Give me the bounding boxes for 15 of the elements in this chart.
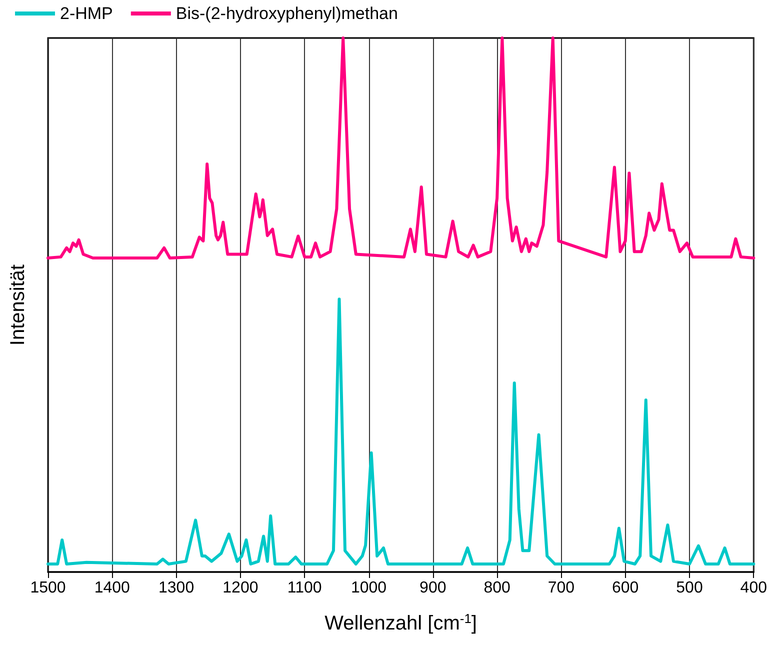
x-tick-label: 1400 [94, 580, 130, 596]
x-tick-label: 900 [420, 580, 446, 596]
x-tick-label: 700 [548, 580, 575, 596]
x-tick-label: 600 [612, 580, 639, 596]
legend-label: Bis-(2-hydroxyphenyl)methan [176, 4, 398, 23]
x-tick-label: 1000 [350, 580, 387, 596]
x-tick-label: 800 [484, 580, 510, 596]
x-tick-label: 1500 [30, 580, 66, 596]
x-tick-label: 400 [740, 580, 768, 596]
legend-label: 2-HMP [60, 4, 113, 23]
x-tick-label: 1300 [158, 580, 194, 596]
x-tick-label: 500 [676, 580, 703, 596]
y-axis-title: Intensität [7, 264, 29, 346]
x-tick-label: 1200 [222, 580, 258, 596]
x-tick-label: 1100 [287, 580, 322, 596]
